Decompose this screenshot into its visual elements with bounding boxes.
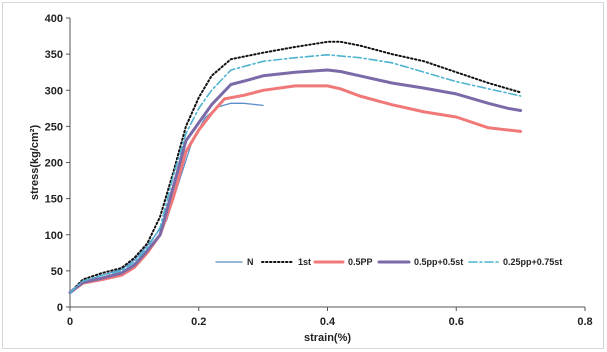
y-tick-label: 400	[45, 13, 63, 25]
legend-label-2: 0.5PP	[348, 257, 373, 267]
legend-label-3: 0.5pp+0.5st	[414, 257, 463, 267]
tick-labels: 0 50 100 150 200 250 300 350 400 0 0.2 0.4 0.6 0.8	[45, 13, 593, 328]
y-axis-title: stress(kg/cm²)	[29, 125, 41, 201]
series-line-1	[69, 40, 522, 294]
y-tick-label: 250	[45, 121, 63, 133]
series-lines	[68, 40, 523, 295]
legend-label-1: 1st	[298, 257, 311, 267]
x-tick-label: 0.2	[191, 316, 206, 328]
y-tick-label: 350	[45, 49, 63, 61]
chart-frame	[2, 2, 604, 349]
series-line-2	[68, 84, 523, 295]
y-tick-label: 50	[51, 266, 63, 278]
x-tick-label: 0.8	[577, 316, 592, 328]
y-tick-label: 300	[45, 85, 63, 97]
axes	[66, 17, 586, 311]
series-line-4	[69, 54, 522, 294]
legend: N 1st 0.5PP 0.5pp+0.5st 0.25pp+0.75st	[215, 257, 562, 267]
y-tick-label: 100	[45, 230, 63, 242]
legend-label-0: N	[247, 257, 254, 267]
x-tick-label: 0.6	[449, 316, 464, 328]
y-tick-label: 0	[57, 302, 63, 314]
x-tick-label: 0.4	[320, 316, 336, 328]
y-tick-label: 200	[45, 158, 63, 170]
series-line-3	[68, 68, 523, 295]
legend-label-4: 0.25pp+0.75st	[503, 257, 562, 267]
x-tick-label: 0	[67, 316, 73, 328]
x-axis-title: strain(%)	[304, 332, 351, 344]
y-tick-label: 150	[45, 194, 63, 206]
